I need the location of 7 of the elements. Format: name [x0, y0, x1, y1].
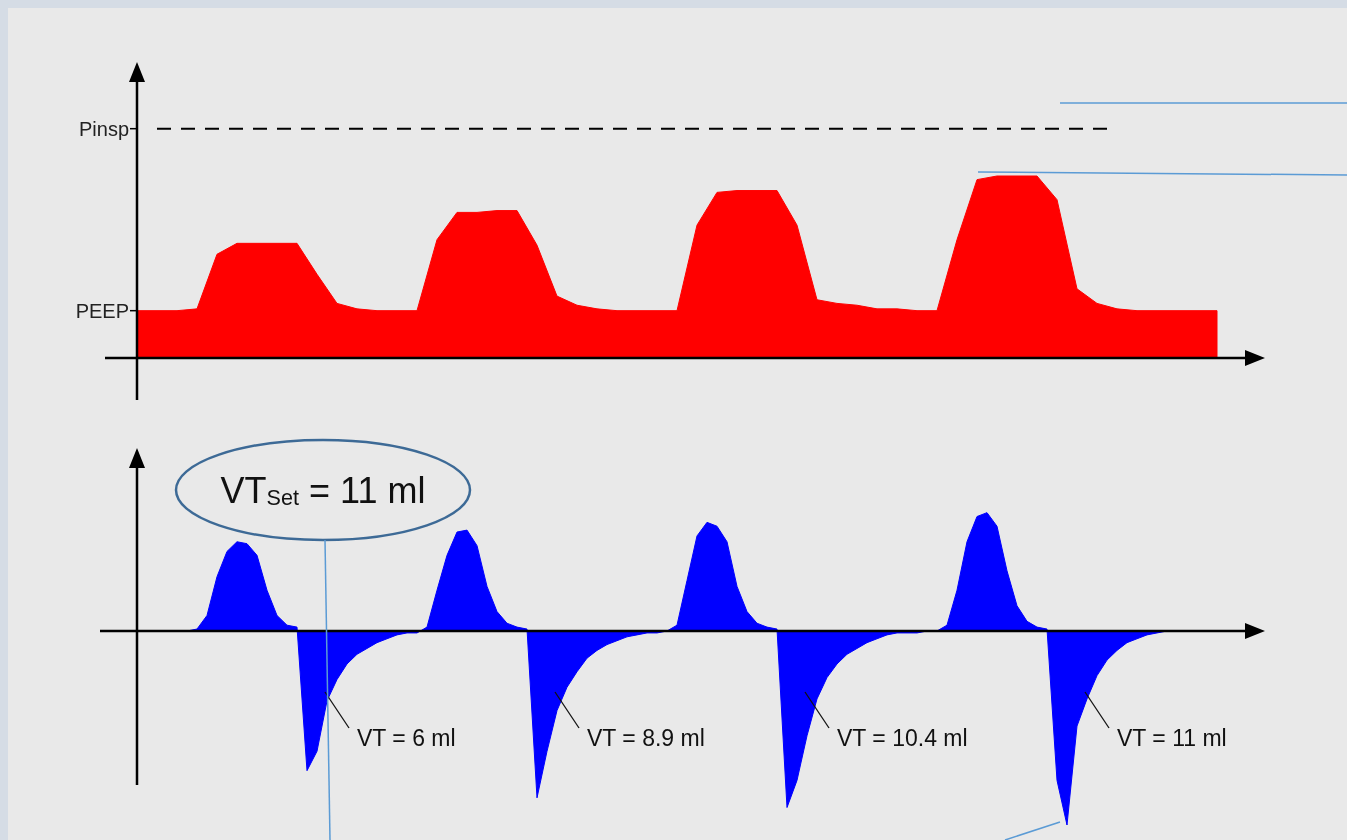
annotation: VT = 10.4 ml — [837, 725, 968, 751]
ref-line-label: PEEP — [75, 299, 129, 322]
text: VT$_{Set}$ = 11 ml — [220, 470, 426, 511]
annotation: VT = 8.9 ml — [587, 725, 705, 751]
ref-line-label: Pinsp — [78, 117, 129, 140]
annotation: VT = 6 ml — [357, 725, 456, 751]
annotation: VT = 11 ml — [1117, 725, 1227, 751]
